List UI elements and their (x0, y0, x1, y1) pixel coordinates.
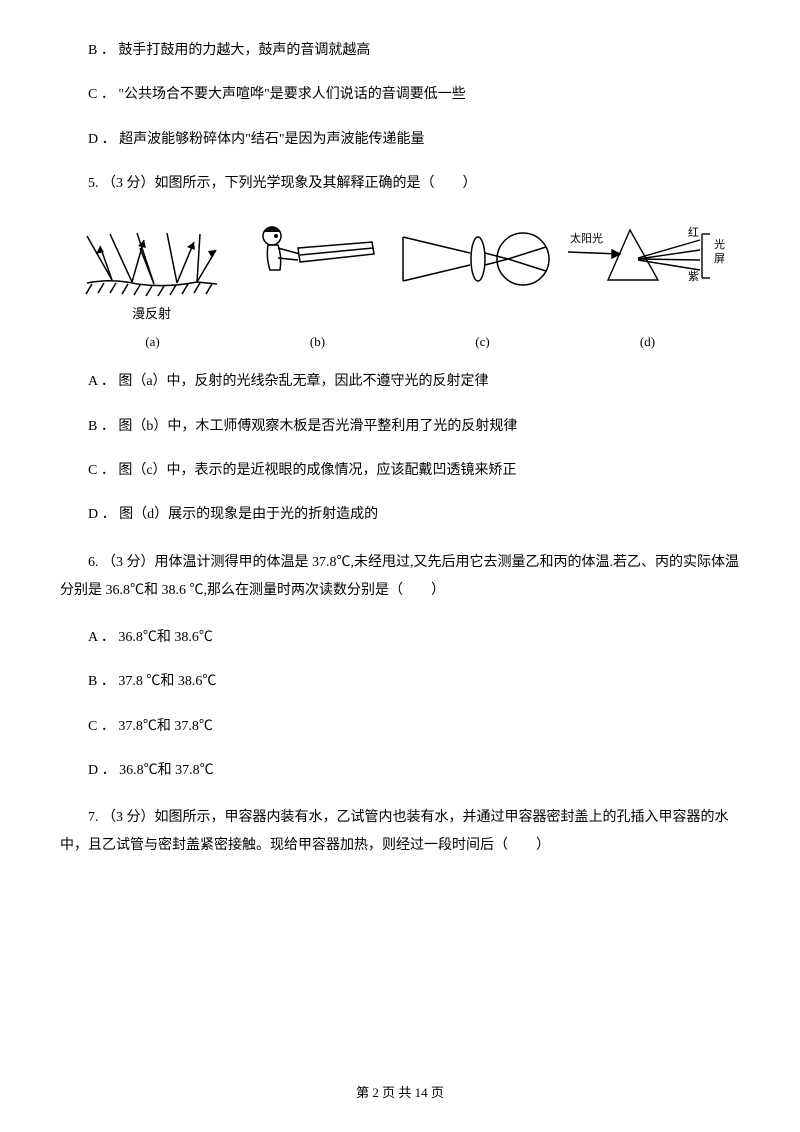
q5-figures: 漫反射 (60, 218, 740, 325)
opt-d: D ． 超声波能够粉碎体内"结石"是因为声波能传递能量 (60, 129, 740, 151)
fig-d: 太阳光 红 紫 光 屏 (560, 218, 730, 325)
prism-icon: 太阳光 红 紫 光 屏 (560, 218, 730, 298)
q6-stem: 6. （3 分）用体温计测得甲的体温是 37.8℃,未经甩过,又先后用它去测量乙… (60, 549, 740, 605)
diffuse-reflection-icon (82, 228, 222, 298)
label-d: (d) (565, 332, 730, 353)
carpenter-icon (250, 218, 380, 298)
q5-opt-d: D ． 图（d）展示的现象是由于光的折射造成的 (60, 504, 740, 526)
q5-labels-row: (a) (b) (c) (d) (60, 332, 740, 353)
fig-c (397, 223, 560, 325)
q5-opt-c: C ． 图（c）中，表示的是近视眼的成像情况，应该配戴凹透镜来矫正 (60, 460, 740, 482)
q5-stem: 5. （3 分）如图所示，下列光学现象及其解释正确的是（ ） (60, 173, 740, 195)
q7-stem: 7. （3 分）如图所示，甲容器内装有水，乙试管内也装有水，并通过甲容器密封盖上… (60, 804, 740, 860)
q6-opt-b: B ． 37.8 ℃和 38.6℃ (60, 671, 740, 693)
label-b: (b) (235, 332, 400, 353)
prism-violet-label: 紫 (688, 270, 699, 283)
q5-opt-b: B ． 图（b）中，木工师傅观察木板是否光滑平整利用了光的反射规律 (60, 416, 740, 438)
label-a: (a) (70, 332, 235, 353)
fig-a: 漫反射 (70, 228, 233, 325)
opt-c: C ． "公共场合不要大声喧哗"是要求人们说话的音调要低一些 (60, 84, 740, 106)
svg-text:屏: 屏 (714, 252, 725, 265)
fig-b (233, 218, 396, 325)
eye-lens-icon (398, 223, 558, 298)
page-footer: 第 2 页 共 14 页 (0, 1083, 800, 1104)
label-c: (c) (400, 332, 565, 353)
q6-opt-d: D ． 36.8℃和 37.8℃ (60, 760, 740, 782)
opt-b: B ． 鼓手打鼓用的力越大，鼓声的音调就越高 (60, 40, 740, 62)
q6-opt-a: A ． 36.8℃和 38.6℃ (60, 627, 740, 649)
svg-text:光: 光 (714, 237, 725, 251)
fig-a-caption: 漫反射 (132, 304, 171, 325)
q5-opt-a: A ． 图（a）中，反射的光线杂乱无章，因此不遵守光的反射定律 (60, 371, 740, 393)
q6-opt-c: C ． 37.8℃和 37.8℃ (60, 716, 740, 738)
prism-sunlight-label: 太阳光 (570, 231, 603, 245)
prism-red-label: 红 (688, 226, 699, 239)
